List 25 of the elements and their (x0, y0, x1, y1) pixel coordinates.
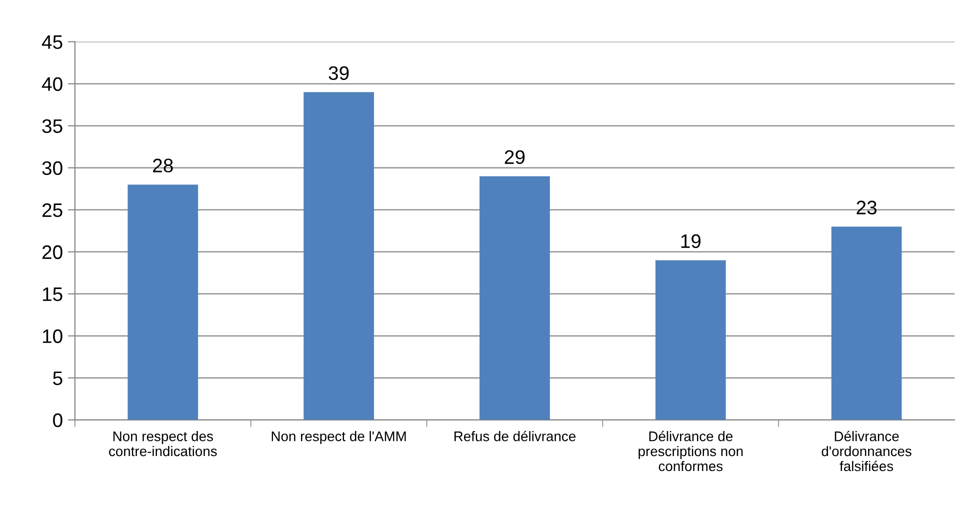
bar (304, 92, 374, 420)
y-tick-label: 25 (42, 203, 62, 218)
y-tick-label: 5 (53, 372, 62, 386)
bar (480, 176, 550, 420)
y-tick-label: 0 (53, 413, 62, 428)
y-tick-label: 10 (42, 329, 62, 344)
x-tick-label: Délivrance d'ordonnances falsifiées (822, 430, 912, 472)
y-tick-label: 15 (42, 288, 62, 302)
x-tick-label: Refus de délivrance (454, 430, 576, 442)
data-label: 23 (856, 200, 877, 214)
y-tick-label: 40 (42, 77, 62, 91)
bar (128, 184, 198, 420)
y-tick-label: 20 (42, 245, 62, 260)
y-tick-label: 45 (42, 35, 62, 49)
bar (655, 260, 726, 420)
y-tick-label: 35 (42, 119, 62, 134)
x-tick-label: Délivrance de prescriptions non conformes (638, 430, 743, 472)
x-tick-label: Non respect de l'AMM (272, 431, 406, 444)
x-tick-label: Non respect des contre-indications (109, 431, 217, 456)
data-label: 19 (681, 234, 701, 248)
data-label: 39 (328, 66, 349, 80)
data-label: 28 (153, 158, 173, 172)
y-tick-label: 30 (42, 161, 62, 176)
bar (831, 226, 902, 420)
data-label: 29 (504, 150, 525, 164)
